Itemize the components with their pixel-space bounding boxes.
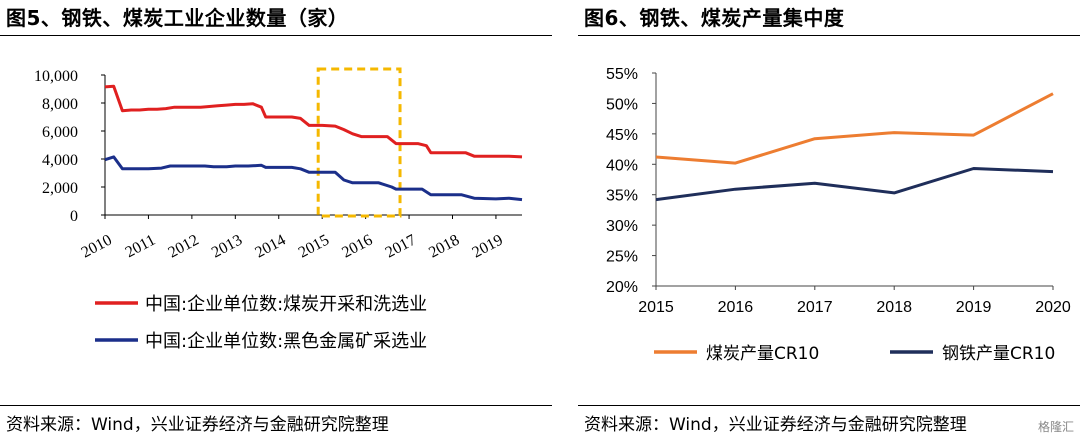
right-y-tick-label: 20% <box>606 279 638 296</box>
left-x-tick-label: 2013 <box>209 232 245 262</box>
right-series-line-1 <box>655 167 1054 202</box>
left-y-tick-label: 4,000 <box>42 152 78 169</box>
watermark-text: 格隆汇 <box>1037 420 1074 434</box>
right-y-tick-label: 55% <box>606 66 638 83</box>
right-chart-svg: 20% 25% 30% 35% 40% 45% 50% 55% 2015 2016 2017 2018… <box>606 66 1071 364</box>
right-y-tick-label: 40% <box>606 157 638 174</box>
right-bottom-rule <box>578 405 1080 406</box>
left-source-note: 资料来源：Wind，兴业证券经济与金融研究院整理 <box>6 415 389 435</box>
left-top-rule <box>0 35 552 36</box>
right-x-tick-label: 2020 <box>1035 299 1071 316</box>
right-chart-title: 图6、钢铁、煤炭产量集中度 <box>584 6 845 30</box>
right-x-tick-label: 2015 <box>638 299 674 316</box>
left-series-line-1 <box>104 155 523 202</box>
right-y-tick-label: 50% <box>606 96 638 113</box>
right-x-tick-label: 2019 <box>956 299 992 316</box>
right-y-tick-label: 30% <box>606 218 638 235</box>
right-legend-label-0: 煤炭产量CR10 <box>706 344 819 364</box>
right-chart-panel: 图6、钢铁、煤炭产量集中度 20% 25% 30% 35% 40% 45% 50% 55% 20… <box>578 0 1080 442</box>
right-y-tick-label: 35% <box>606 188 638 205</box>
left-legend-label-1: 中国:企业单位数:黑色金属矿采选业 <box>145 331 427 352</box>
right-x-tick-label: 2017 <box>797 299 833 316</box>
right-top-rule <box>578 35 1080 36</box>
left-x-tick-label: 2018 <box>426 232 462 262</box>
right-y-tick-label: 25% <box>606 249 638 266</box>
left-x-tick-label: 2019 <box>470 232 506 262</box>
right-y-tick-label: 45% <box>606 127 638 144</box>
left-chart-title: 图5、钢铁、煤炭工业企业数量（家） <box>6 6 349 30</box>
left-x-tick-label: 2015 <box>296 232 332 262</box>
left-highlight-box <box>316 67 402 218</box>
left-bottom-rule <box>0 405 552 406</box>
left-y-tick-label: 8,000 <box>42 96 78 113</box>
left-y-tick-label: 6,000 <box>42 124 78 141</box>
left-y-tick-label: 2,000 <box>42 180 78 197</box>
left-x-tick-label: 2011 <box>123 232 159 262</box>
right-x-tick-label: 2016 <box>718 299 754 316</box>
right-legend-label-1: 钢铁产量CR10 <box>942 344 1055 364</box>
right-source-note: 资料来源：Wind，兴业证券经济与金融研究院整理 <box>584 415 967 435</box>
left-y-tick-label: 0 <box>70 208 78 225</box>
left-x-tick-label: 2014 <box>252 232 288 262</box>
left-chart-panel: 图5、钢铁、煤炭工业企业数量（家） 0 2,000 4,000 6,000 8,000 1… <box>0 6 552 435</box>
right-x-tick-label: 2018 <box>876 299 912 316</box>
left-x-tick-label: 2017 <box>383 232 419 262</box>
left-x-tick-label: 2010 <box>79 232 115 262</box>
left-y-tick-label: 10,000 <box>34 68 78 85</box>
left-x-tick-label: 2016 <box>339 232 375 262</box>
left-x-tick-label: 2012 <box>166 232 202 262</box>
left-legend-label-0: 中国:企业单位数:煤炭开采和洗选业 <box>145 294 427 315</box>
left-series-line-0 <box>104 84 523 159</box>
right-series-line-0 <box>655 92 1054 165</box>
